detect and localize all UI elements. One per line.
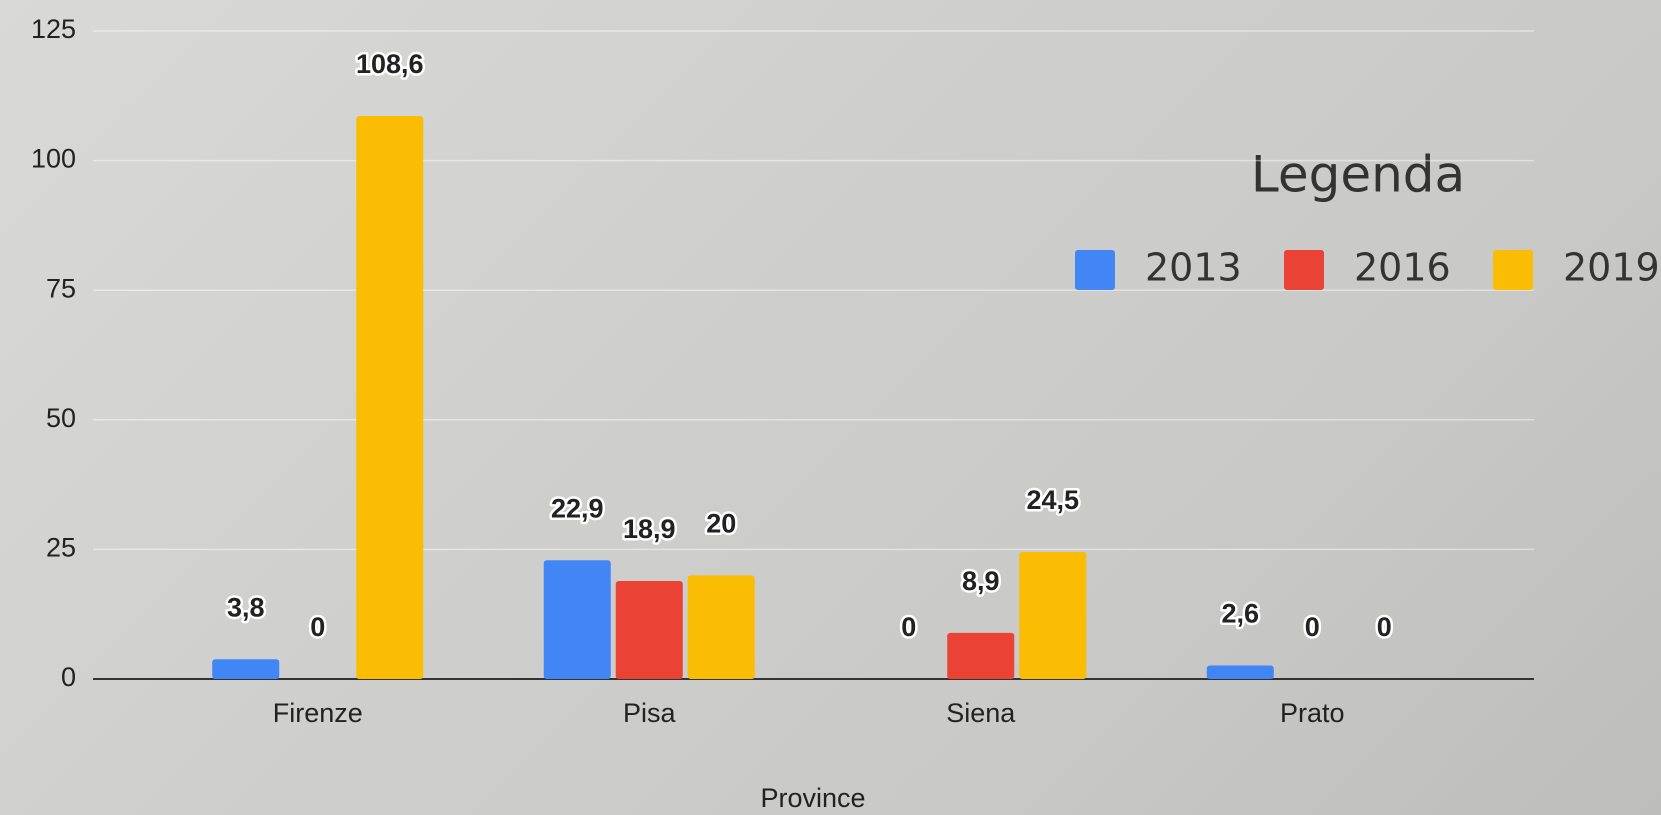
- value-label: 18,9: [623, 514, 676, 544]
- x-axis-label: Province: [760, 783, 865, 813]
- legend-swatch: [1075, 250, 1115, 290]
- legend-label: 2013: [1145, 246, 1242, 290]
- value-label: 20: [706, 508, 736, 538]
- y-tick-label: 50: [46, 403, 76, 433]
- value-label: 108,6: [356, 49, 424, 79]
- bar: [616, 581, 683, 679]
- value-label: 22,9: [551, 493, 604, 523]
- bar: [212, 659, 279, 679]
- y-tick-label: 125: [31, 14, 76, 44]
- y-tick-label: 75: [46, 273, 76, 303]
- legend-title: Legenda: [1251, 146, 1465, 204]
- value-label: 24,5: [1026, 485, 1079, 515]
- bar: [1207, 666, 1274, 679]
- bar: [947, 633, 1014, 679]
- value-label: 0: [901, 612, 916, 642]
- legend-swatch: [1493, 250, 1533, 290]
- value-label: 0: [310, 612, 325, 642]
- value-label: 0: [1305, 612, 1320, 642]
- x-tick-label: Prato: [1280, 698, 1345, 728]
- legend-swatch: [1284, 250, 1324, 290]
- bar: [688, 575, 755, 679]
- bar: [356, 116, 423, 679]
- y-tick-label: 25: [46, 533, 76, 563]
- x-tick-label: Siena: [946, 698, 1016, 728]
- x-tick-label: Pisa: [623, 698, 677, 728]
- legend-label: 2016: [1354, 246, 1451, 290]
- value-label: 3,8: [227, 592, 265, 622]
- value-label: 2,6: [1221, 599, 1259, 629]
- value-label: 0: [1377, 612, 1392, 642]
- legend-label: 2019: [1563, 246, 1660, 290]
- value-label: 8,9: [962, 566, 1000, 596]
- y-tick-label: 100: [31, 144, 76, 174]
- x-tick-label: Firenze: [273, 698, 363, 728]
- y-tick-label: 0: [61, 662, 76, 692]
- chart: Province Legenda 0 25 50 75 100 125 Firenze 3,8…: [0, 0, 1661, 815]
- bar: [544, 560, 611, 679]
- bar: [1019, 552, 1086, 679]
